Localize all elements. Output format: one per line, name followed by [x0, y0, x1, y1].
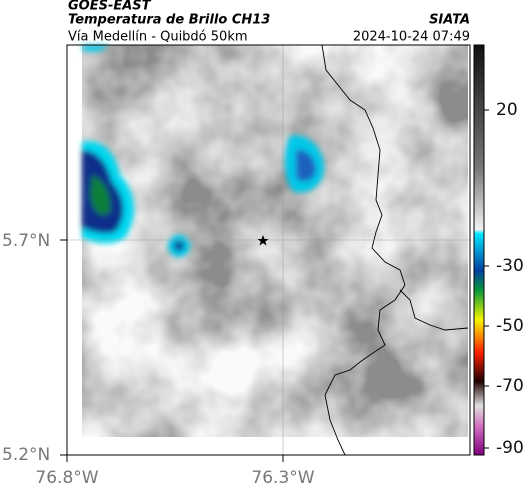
x-tick-label: 76.8°W [35, 468, 98, 488]
subtitle: Temperatura de Brillo CH13 [68, 13, 270, 28]
x-tick-label: 76.3°W [251, 468, 314, 488]
header: GOES-EAST Temperatura de Brillo CH13 Vía… [68, 0, 470, 45]
title: GOES-EAST [68, 0, 152, 14]
satellite-image [82, 45, 468, 437]
timestamp: 2024-10-24 07:49 [353, 30, 470, 45]
colorbar: 20 -30 -50 -70 -90 [473, 44, 524, 458]
colorbar-label: 20 [496, 100, 518, 120]
colorbar-label: -90 [496, 438, 524, 458]
grid [67, 45, 470, 455]
route: Vía Medellín - Quibdó 50km [68, 30, 248, 45]
colorbar-label: -70 [496, 376, 524, 396]
borders [321, 44, 469, 456]
colorbar-label: -30 [496, 256, 524, 276]
source: SIATA [429, 13, 470, 28]
location-marker [257, 235, 269, 246]
y-tick-label: 5.7°N [2, 231, 50, 251]
map-frame [66, 44, 471, 456]
colorbar-label: -50 [496, 316, 524, 336]
axis-ticks [60, 239, 284, 462]
y-tick-label: 5.2°N [2, 445, 50, 465]
